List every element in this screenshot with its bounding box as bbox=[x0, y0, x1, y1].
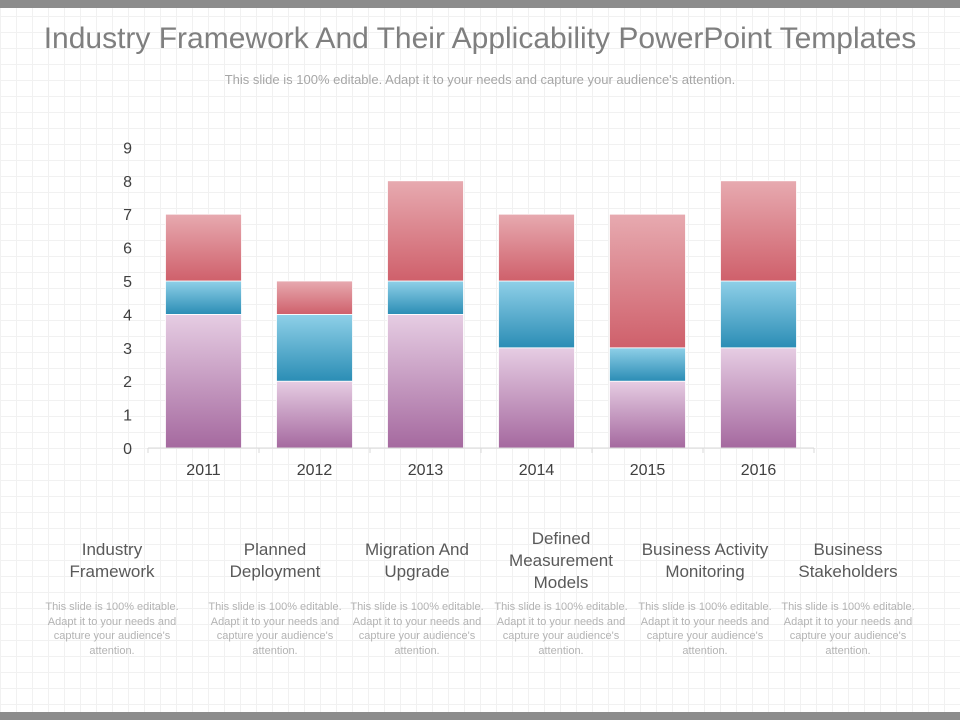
y-tick-label: 6 bbox=[123, 241, 132, 258]
item-title: Defined Measurement Models bbox=[509, 529, 613, 592]
slide-title: Industry Framework And Their Applicabili… bbox=[43, 22, 917, 55]
slide-subtitle: This slide is 100% editable. Adapt it to… bbox=[224, 72, 736, 87]
y-tick-label: 4 bbox=[123, 307, 132, 324]
item-title: Business Stakeholders bbox=[798, 540, 898, 581]
bar-segment-middle-2011 bbox=[165, 280, 242, 315]
y-tick-label: 9 bbox=[123, 140, 132, 157]
item-description: This slide is 100% editable. Adapt it to… bbox=[638, 601, 772, 657]
item-title: Migration And Upgrade bbox=[365, 540, 469, 581]
bar-segment-top-2015 bbox=[609, 213, 686, 349]
item-title: Business Activity Monitoring bbox=[641, 540, 769, 581]
y-tick-label: 2 bbox=[123, 374, 132, 391]
item-planned-deployment: Planned Deployment This slide is 100% ed… bbox=[208, 528, 342, 658]
item-description: This slide is 100% editable. Adapt it to… bbox=[781, 601, 915, 657]
y-tick-label: 8 bbox=[123, 174, 132, 191]
x-tick-label: 2011 bbox=[186, 462, 221, 479]
bar-segment-bottom-2015 bbox=[609, 380, 686, 449]
item-title: Planned Deployment bbox=[229, 540, 321, 581]
bottom-border-bar bbox=[0, 712, 960, 720]
x-tick-label: 2016 bbox=[741, 462, 777, 479]
x-tick-label: 2014 bbox=[519, 462, 555, 479]
bar-segment-top-2011 bbox=[165, 213, 242, 282]
x-tick-label: 2013 bbox=[408, 462, 444, 479]
bar-segment-bottom-2014 bbox=[498, 347, 575, 449]
bar-segment-bottom-2013 bbox=[387, 313, 464, 449]
bar-segment-bottom-2012 bbox=[276, 380, 353, 449]
bar-segment-middle-2013 bbox=[387, 280, 464, 315]
bar-segment-top-2016 bbox=[720, 180, 797, 282]
bar-segment-middle-2016 bbox=[720, 280, 797, 349]
bar-segment-top-2013 bbox=[387, 180, 464, 282]
item-description: This slide is 100% editable. Adapt it to… bbox=[494, 601, 628, 657]
bar-segment-middle-2012 bbox=[276, 313, 353, 382]
y-tick-label: 5 bbox=[123, 274, 132, 291]
item-business-activity-monitoring: Business Activity Monitoring This slide … bbox=[638, 528, 772, 658]
item-description: This slide is 100% editable. Adapt it to… bbox=[45, 601, 179, 657]
stacked-bar-chart: 2011 2012 2013 2014 2015 2016 0 1 2 3 4 5 6 7 8 9 bbox=[123, 140, 815, 479]
item-description: This slide is 100% editable. Adapt it to… bbox=[208, 601, 342, 657]
bar-segment-top-2012 bbox=[276, 280, 353, 315]
x-tick-label: 2015 bbox=[630, 462, 666, 479]
y-tick-label: 0 bbox=[123, 441, 132, 458]
category-descriptions: Industry Framework This slide is 100% ed… bbox=[0, 528, 960, 668]
top-border-bar bbox=[0, 0, 960, 8]
item-business-stakeholders: Business Stakeholders This slide is 100%… bbox=[781, 528, 915, 658]
y-tick-label: 3 bbox=[123, 341, 132, 358]
bar-segment-middle-2014 bbox=[498, 280, 575, 349]
item-title: Industry Framework bbox=[69, 540, 155, 581]
bar-segment-middle-2015 bbox=[609, 347, 686, 382]
y-tick-label: 7 bbox=[123, 207, 132, 224]
bar-segment-top-2014 bbox=[498, 213, 575, 282]
y-tick-label: 1 bbox=[123, 408, 132, 425]
bar-segment-bottom-2011 bbox=[165, 313, 242, 449]
x-tick-label: 2012 bbox=[297, 462, 333, 479]
bar-segment-bottom-2016 bbox=[720, 347, 797, 449]
item-migration-and-upgrade: Migration And Upgrade This slide is 100%… bbox=[350, 528, 484, 658]
item-defined-measurement-models: Defined Measurement Models This slide is… bbox=[494, 528, 628, 658]
item-industry-framework: Industry Framework This slide is 100% ed… bbox=[45, 528, 179, 658]
item-description: This slide is 100% editable. Adapt it to… bbox=[350, 601, 484, 657]
